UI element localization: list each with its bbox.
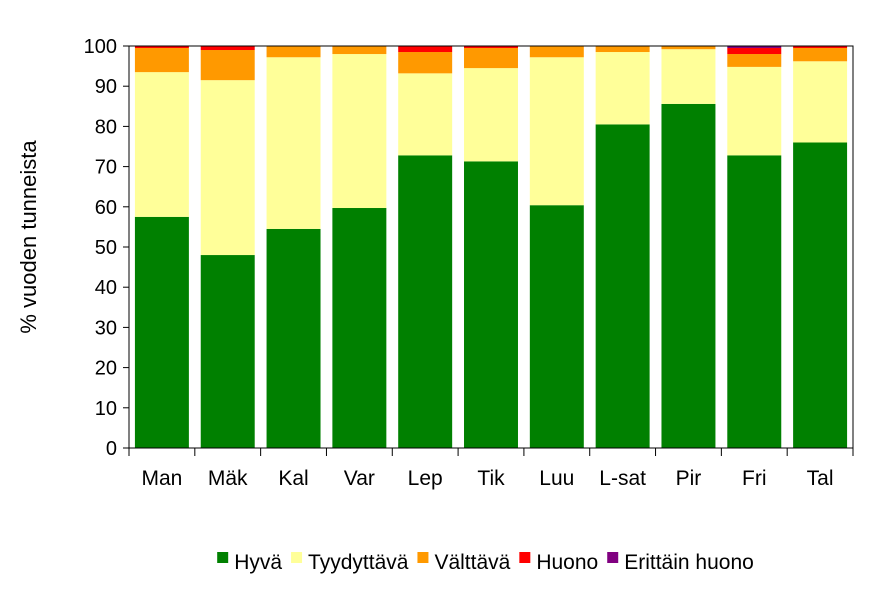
- bar-segment-tyydyttävä-9: [661, 49, 716, 104]
- y-tick-label: 60: [95, 197, 117, 219]
- x-tick-label: Kal: [278, 467, 308, 490]
- x-tick-label: Pir: [676, 467, 702, 490]
- y-tick-label: 10: [95, 398, 117, 420]
- bar-segment-hyvä-9: [661, 103, 716, 448]
- bar-segment-tyydyttävä-10: [727, 66, 782, 156]
- bar-segment-hyvä-7: [529, 205, 584, 448]
- legend-label: Tyydyttävä: [308, 551, 409, 574]
- y-tick-label: 90: [95, 76, 117, 98]
- legend-item-hyvä: Hyvä: [217, 551, 282, 574]
- bar-segment-hyvä-10: [727, 155, 782, 448]
- legend-item-tyydyttävä: Tyydyttävä: [291, 551, 409, 574]
- y-tick-label: 100: [84, 36, 117, 58]
- axes-layer: [123, 45, 854, 456]
- y-tick-label: 70: [95, 157, 117, 179]
- bar-segment-tyydyttävä-2: [200, 80, 255, 256]
- bar-segment-hyvä-11: [793, 142, 848, 449]
- bar-segment-hyvä-3: [266, 228, 321, 448]
- y-tick-label: 30: [95, 317, 117, 339]
- bar-segment-huono-2: [200, 46, 255, 51]
- x-tick-label: L-sat: [599, 467, 646, 490]
- x-tick-label: Mäk: [208, 467, 248, 490]
- bar-segment-tyydyttävä-5: [398, 73, 453, 156]
- legend-label: Huono: [536, 551, 598, 574]
- bar-segment-välttävä-6: [464, 48, 518, 69]
- legend: Hyvä Tyydyttävä Välttävä Huono Erittäin huon…: [217, 551, 754, 574]
- y-tick-label: 80: [95, 116, 117, 138]
- y-tick-label: 40: [95, 277, 117, 299]
- bars-layer: [134, 46, 848, 449]
- bar-segment-tyydyttävä-11: [793, 61, 848, 143]
- bar-segment-hyvä-8: [595, 124, 650, 448]
- bar-segment-välttävä-11: [793, 48, 848, 62]
- bar-segment-tyydyttävä-6: [464, 68, 518, 162]
- bar-segment-erittäin-huono-10: [727, 46, 782, 49]
- legend-swatch: [291, 552, 303, 563]
- bar-segment-huono-11: [793, 46, 848, 49]
- bar-segment-välttävä-8: [595, 46, 650, 53]
- x-tick-label: Lep: [408, 467, 443, 490]
- x-tick-label: Tal: [807, 467, 834, 490]
- bar-segment-välttävä-3: [266, 46, 321, 58]
- y-tick-label: 0: [106, 438, 117, 460]
- bar-segment-tyydyttävä-3: [266, 57, 321, 229]
- bar-segment-hyvä-1: [134, 216, 189, 448]
- x-tick-label: Var: [344, 467, 375, 490]
- legend-item-huono: Huono: [519, 551, 598, 574]
- bar-segment-välttävä-10: [727, 54, 782, 67]
- bar-segment-hyvä-6: [464, 161, 518, 448]
- bar-segment-välttävä-7: [529, 46, 584, 58]
- x-tick-label: Man: [141, 467, 182, 490]
- legend-swatch: [607, 552, 619, 563]
- bar-segment-tyydyttävä-8: [595, 52, 650, 125]
- bar-segment-tyydyttävä-7: [529, 57, 584, 206]
- bar-segment-huono-1: [134, 46, 189, 49]
- bar-segment-välttävä-9: [661, 46, 716, 50]
- bar-segment-tyydyttävä-1: [134, 72, 189, 217]
- bar-segment-hyvä-4: [332, 208, 387, 448]
- y-axis-title: % vuoden tunneista: [16, 140, 41, 334]
- bar-segment-välttävä-5: [398, 52, 453, 74]
- legend-label: Hyvä: [234, 551, 282, 574]
- legend-item-erittäin-huono: Erittäin huono: [607, 551, 754, 574]
- bar-segment-välttävä-2: [200, 50, 255, 81]
- x-tick-label: Tik: [477, 467, 505, 490]
- bar-segment-huono-6: [464, 46, 518, 49]
- bar-segment-huono-10: [727, 48, 782, 55]
- bar-segment-hyvä-2: [200, 255, 255, 448]
- x-tick-label: Fri: [742, 467, 767, 490]
- legend-swatch: [217, 552, 229, 563]
- bar-segment-tyydyttävä-4: [332, 54, 387, 209]
- bar-segment-hyvä-5: [398, 155, 453, 448]
- legend-label: Välttävä: [434, 551, 510, 574]
- bar-segment-välttävä-1: [134, 48, 189, 73]
- legend-label: Erittäin huono: [624, 551, 754, 574]
- y-tick-label: 50: [95, 237, 117, 259]
- x-tick-label: Luu: [539, 467, 574, 490]
- legend-swatch: [519, 552, 531, 563]
- y-tick-label: 20: [95, 358, 117, 380]
- legend-item-välttävä: Välttävä: [417, 551, 511, 574]
- bar-segment-huono-5: [398, 46, 453, 53]
- legend-swatch: [417, 552, 429, 563]
- bar-segment-välttävä-4: [332, 46, 387, 55]
- labels-layer: % vuoden tunneista 0 10 20 30 40 50 60 70 80 90 10…: [16, 36, 834, 490]
